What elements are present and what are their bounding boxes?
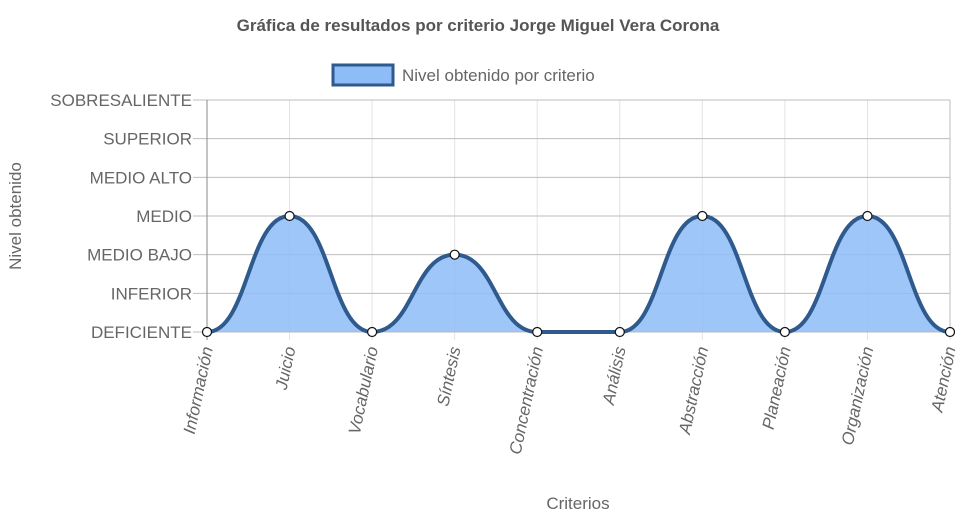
legend[interactable]: Nivel obtenido por criterio (331, 63, 595, 87)
x-tick-label: Atención (927, 345, 955, 415)
plot-area (206, 214, 951, 335)
y-tick-label: INFERIOR (111, 284, 192, 303)
data-point[interactable] (532, 326, 543, 338)
data-point[interactable] (201, 326, 213, 338)
y-tick-label: SUPERIOR (103, 130, 192, 149)
data-point[interactable] (779, 326, 790, 338)
data-point[interactable] (944, 326, 955, 338)
chart-title: Gráfica de resultados por criterio Jorge… (237, 16, 720, 35)
series-line (206, 214, 951, 335)
data-point[interactable] (449, 249, 460, 260)
x-tick-label: Vocabulario (345, 345, 382, 436)
series-area-fill (207, 216, 950, 332)
y-tick-label: DEFICIENTE (91, 323, 192, 342)
y-tick-label: MEDIO ALTO (90, 168, 192, 187)
legend-label: Nivel obtenido por criterio (402, 66, 595, 85)
x-axis-ticks: Información Juicio Vocabulario Síntesis Conc… (180, 344, 955, 456)
x-tick-label: Abstracción (675, 345, 712, 437)
x-tick-label: Síntesis (433, 344, 464, 408)
y-tick-label: MEDIO BAJO (87, 246, 192, 265)
x-tick-label: Planeación (759, 345, 795, 431)
x-tick-label: Información (180, 345, 217, 436)
x-tick-label: Concentración (506, 345, 547, 456)
data-point[interactable] (614, 326, 625, 338)
data-point[interactable] (367, 326, 378, 338)
y-tick-label: SOBRESALIENTE (50, 91, 192, 110)
y-tick-label: MEDIO (136, 207, 192, 226)
legend-swatch (331, 63, 395, 87)
x-tick-label: Juicio (272, 345, 300, 392)
x-tick-label: Organización (838, 345, 877, 447)
x-tick-label: Análisis (599, 344, 630, 407)
y-axis-label: Nivel obtenido (6, 162, 25, 270)
y-axis-ticks: DEFICIENTE INFERIOR MEDIO BAJO MEDIO MEDIO A… (50, 91, 192, 342)
data-points (201, 210, 955, 338)
data-point[interactable] (697, 210, 708, 222)
data-point[interactable] (284, 210, 295, 222)
x-axis-label: Criterios (546, 494, 609, 513)
data-point[interactable] (862, 210, 873, 222)
